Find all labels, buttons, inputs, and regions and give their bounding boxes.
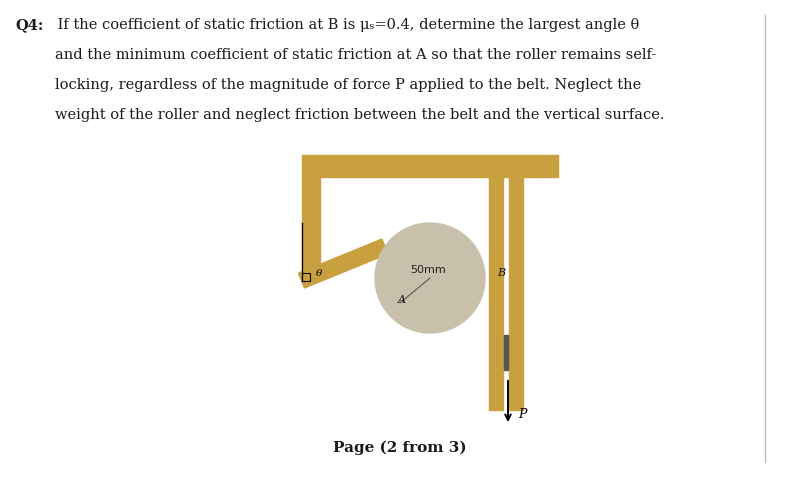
Bar <box>302 155 558 177</box>
Text: locking, regardless of the magnitude of force P applied to the belt. Neglect the: locking, regardless of the magnitude of … <box>55 78 642 92</box>
Text: Q4:: Q4: <box>15 18 43 32</box>
Bar <box>504 335 508 370</box>
Text: θ: θ <box>316 268 322 278</box>
Bar <box>489 177 503 410</box>
Text: A: A <box>398 295 406 305</box>
Text: P: P <box>518 409 526 421</box>
Text: If the coefficient of static friction at B is μₛ=0.4, determine the largest angl: If the coefficient of static friction at… <box>53 18 639 32</box>
Bar <box>509 177 523 410</box>
Text: 50mm: 50mm <box>410 265 446 275</box>
Text: and the minimum coefficient of static friction at A so that the roller remains s: and the minimum coefficient of static fr… <box>55 48 656 62</box>
Circle shape <box>375 223 485 333</box>
Text: B: B <box>497 268 505 278</box>
Bar <box>302 177 320 273</box>
Text: Page (2 from 3): Page (2 from 3) <box>333 441 467 455</box>
Polygon shape <box>298 239 388 288</box>
Text: weight of the roller and neglect friction between the belt and the vertical surf: weight of the roller and neglect frictio… <box>55 108 665 122</box>
